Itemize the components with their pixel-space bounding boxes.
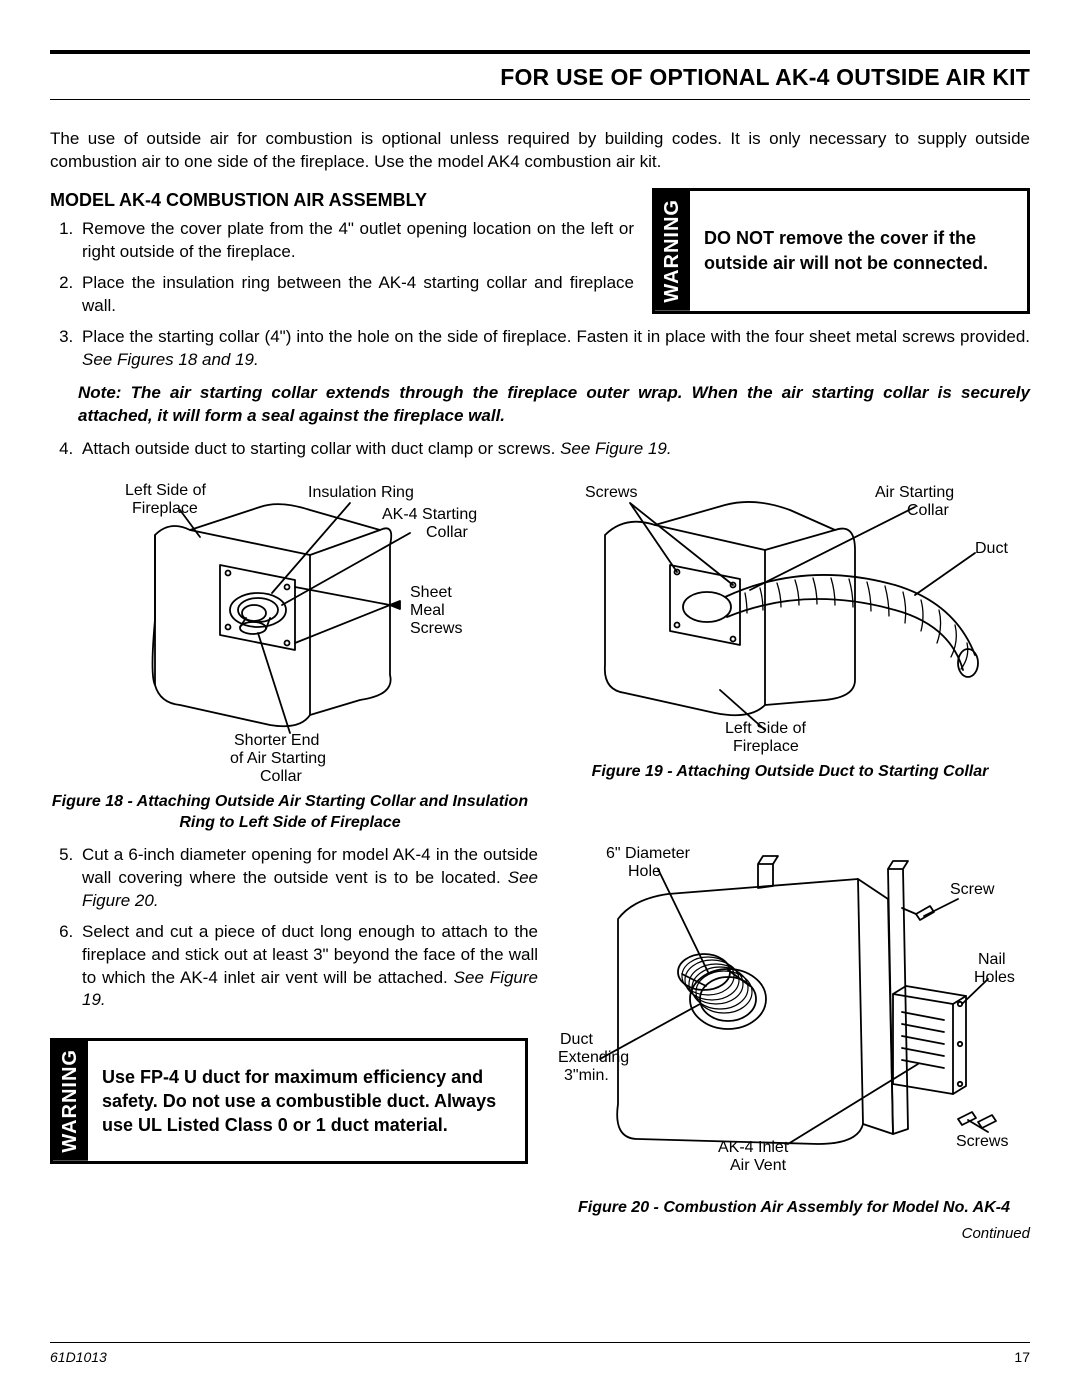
rule-top-thin <box>50 99 1030 100</box>
f19-left-1: Left Side of <box>725 720 807 737</box>
step-1: Remove the cover plate from the 4" outle… <box>78 218 634 264</box>
f20-nail-1: Nail <box>978 951 1006 968</box>
f20-hole-1: 6" Diameter <box>606 845 691 862</box>
step-4-text: Attach outside duct to starting collar w… <box>82 439 560 458</box>
steps-list-top: Remove the cover plate from the 4" outle… <box>50 218 634 318</box>
figure-18-svg: Left Side of Fireplace Insulation Ring A… <box>60 475 520 785</box>
f20-duct-1: Duct <box>560 1031 593 1048</box>
figure-19-svg: Screws Air Starting Collar Duct Left Sid… <box>555 475 1025 755</box>
f18-screws-2: Meal <box>410 602 445 619</box>
continued-text: Continued <box>558 1224 1030 1244</box>
step-3: Place the starting collar (4") into the … <box>78 326 1030 372</box>
section-subhead: MODEL AK-4 COMBUSTION AIR ASSEMBLY <box>50 188 634 212</box>
f20-duct-2: Extending <box>558 1049 629 1066</box>
step-5-text: Cut a 6-inch diameter opening for model … <box>82 845 538 887</box>
f20-inlet-1: AK-4 Inlet <box>718 1139 789 1156</box>
warning-box-top: WARNING DO NOT remove the cover if the o… <box>652 188 1030 314</box>
rule-top-thick <box>50 50 1030 54</box>
figure-20-caption: Figure 20 - Combustion Air Assembly for … <box>558 1197 1030 1219</box>
f18-shorter-2: of Air Starting <box>230 750 326 767</box>
f18-left-side-2: Fireplace <box>132 500 198 517</box>
warning-top-text: DO NOT remove the cover if the outside a… <box>690 191 1027 311</box>
page-title: FOR USE OF OPTIONAL AK-4 OUTSIDE AIR KIT <box>50 60 1030 95</box>
f19-screws: Screws <box>585 484 637 501</box>
warning-box-bottom: WARNING Use FP-4 U duct for maximum effi… <box>50 1038 528 1164</box>
step-5: Cut a 6-inch diameter opening for model … <box>78 844 538 913</box>
f18-shorter-1: Shorter End <box>234 732 319 749</box>
figure-18: Left Side of Fireplace Insulation Ring A… <box>50 475 530 834</box>
f18-collar-1: AK-4 Starting <box>382 506 477 523</box>
f18-left-side-1: Left Side of <box>125 482 207 499</box>
warning-label: WARNING <box>655 191 690 311</box>
f19-air-2: Collar <box>907 502 949 519</box>
f20-duct-3: 3"min. <box>564 1067 609 1084</box>
figure-18-caption: Figure 18 - Attaching Outside Air Starti… <box>50 791 530 834</box>
f18-collar-2: Collar <box>426 524 468 541</box>
page-footer: 61D1013 17 <box>50 1348 1030 1367</box>
step-3-text: Place the starting collar (4") into the … <box>82 327 1030 346</box>
steps-list-4: Attach outside duct to starting collar w… <box>50 438 1030 461</box>
footer-doc: 61D1013 <box>50 1348 107 1367</box>
step-6: Select and cut a piece of duct long enou… <box>78 921 538 1013</box>
f20-screw: Screw <box>950 881 995 898</box>
steps-list-3: Place the starting collar (4") into the … <box>50 326 1030 372</box>
figure-20-svg: 6" Diameter Hole Screw Nail Holes Duct E… <box>558 844 1028 1184</box>
f19-left-2: Fireplace <box>733 738 799 755</box>
figure-19: Screws Air Starting Collar Duct Left Sid… <box>550 475 1030 834</box>
intro-paragraph: The use of outside air for combustion is… <box>50 128 1030 174</box>
warning-bottom-text: Use FP-4 U duct for maximum efficiency a… <box>88 1041 525 1161</box>
step-2: Place the insulation ring between the AK… <box>78 272 634 318</box>
f18-insulation: Insulation Ring <box>308 484 414 501</box>
f20-screws2: Screws <box>956 1133 1008 1150</box>
step-4-ref: See Figure 19. <box>560 439 672 458</box>
step-4: Attach outside duct to starting collar w… <box>78 438 1030 461</box>
f20-inlet-2: Air Vent <box>730 1157 787 1174</box>
footer-page: 17 <box>1014 1348 1030 1367</box>
figure-19-caption: Figure 19 - Attaching Outside Duct to St… <box>550 761 1030 783</box>
f20-hole-2: Hole <box>628 863 661 880</box>
footer-rule <box>50 1342 1030 1343</box>
warning-label-bottom: WARNING <box>53 1041 88 1161</box>
note-paragraph: Note: The air starting collar extends th… <box>78 382 1030 428</box>
step-3-ref: See Figures 18 and 19. <box>82 350 259 369</box>
f18-shorter-3: Collar <box>260 768 302 785</box>
steps-list-56: Cut a 6-inch diameter opening for model … <box>50 844 538 1013</box>
f18-screws-1: Sheet <box>410 584 452 601</box>
f19-air-1: Air Starting <box>875 484 954 501</box>
f18-screws-3: Screws <box>410 620 462 637</box>
f20-nail-2: Holes <box>974 969 1015 986</box>
f19-duct: Duct <box>975 540 1008 557</box>
